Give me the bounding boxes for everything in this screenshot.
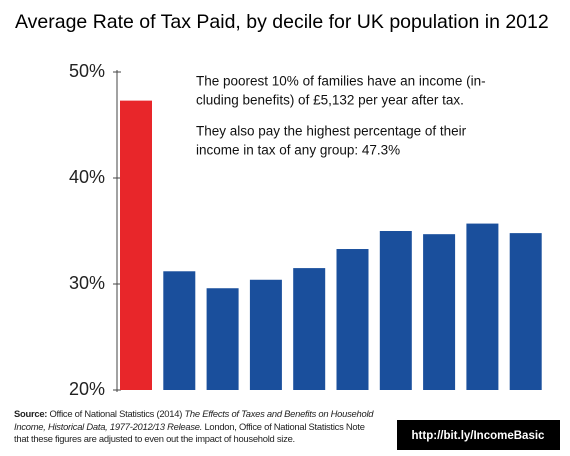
chart-title: Average Rate of Tax Paid, by decile for … xyxy=(15,11,549,33)
bar xyxy=(163,271,196,390)
bar xyxy=(423,234,456,390)
bar xyxy=(206,288,239,390)
y-tick-label: 50% xyxy=(69,61,105,81)
bar xyxy=(379,231,412,390)
source-note: Source: Office of National Statistics (2… xyxy=(14,408,379,446)
bar xyxy=(249,279,282,390)
bar xyxy=(466,223,499,390)
y-tick-label: 40% xyxy=(69,167,105,187)
annotation: cluding benefits) of £5,132 per year aft… xyxy=(196,93,464,108)
source-label: Source: xyxy=(14,408,48,419)
annotation: They also pay the highest percentage of … xyxy=(196,124,467,139)
bar xyxy=(336,249,369,390)
source-text: London, Office of National Statistics No… xyxy=(14,420,365,445)
source-title: The Effects of Taxes and Benefits on Hou… xyxy=(14,408,374,432)
annotation: The poorest 10% of families have an inco… xyxy=(196,74,486,89)
y-tick-label: 20% xyxy=(69,379,105,399)
y-tick-label: 30% xyxy=(69,273,105,293)
link[interactable]: http://bit.ly/IncomeBasic xyxy=(412,430,546,442)
source-text: Office of National Statistics (2014) xyxy=(49,408,183,419)
bar xyxy=(120,100,152,391)
bar xyxy=(293,268,326,390)
link-box xyxy=(397,420,560,450)
bar xyxy=(509,233,542,390)
annotation: income in tax of any group: 47.3% xyxy=(196,143,400,158)
